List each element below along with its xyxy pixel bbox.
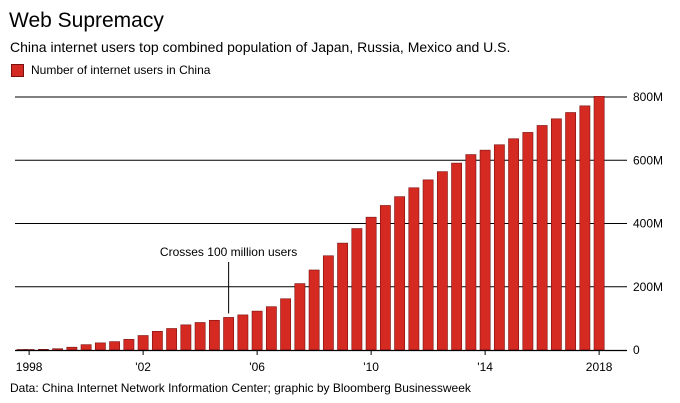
bar [337, 242, 349, 351]
y-tick-label: 0 [633, 343, 640, 357]
bar [322, 255, 334, 351]
bar [294, 283, 306, 351]
bar [451, 162, 463, 351]
chart-title: Web Supremacy [9, 9, 164, 32]
y-tick-label: 600M [633, 153, 663, 167]
bar [80, 344, 92, 351]
bar [351, 228, 363, 351]
bar [379, 205, 391, 351]
source-note: Data: China Internet Network Information… [10, 381, 471, 395]
bar [280, 298, 292, 351]
bar [579, 105, 591, 351]
bar [166, 328, 178, 351]
axes: 0 200M 400M 600M 800M 1998 '02 '06 '10 '14 2018 [15, 90, 663, 374]
x-tick-label: '02 [135, 360, 151, 374]
bar [365, 216, 377, 351]
bar [66, 346, 78, 351]
x-tick-label: '14 [477, 360, 493, 374]
bar [522, 132, 534, 351]
bar [123, 339, 135, 351]
bar [151, 331, 163, 351]
bar [394, 196, 406, 351]
y-tick-label: 800M [633, 90, 663, 104]
gridlines [15, 96, 627, 288]
bar [493, 144, 505, 351]
bar [479, 149, 491, 351]
bar [237, 314, 249, 351]
x-tick-label: '06 [249, 360, 265, 374]
x-tick-label: 1998 [16, 360, 43, 374]
chart-subtitle: China internet users top combined popula… [10, 39, 511, 55]
bar [208, 319, 220, 351]
y-tick-label: 200M [633, 280, 663, 294]
x-tick-label: 2018 [586, 360, 613, 374]
bar [52, 348, 64, 351]
legend: Number of internet users in China [11, 63, 210, 77]
bar [422, 179, 434, 351]
legend-label: Number of internet users in China [31, 63, 211, 77]
bar [109, 341, 121, 351]
bar [536, 125, 548, 351]
annotation-label: Crosses 100 million users [160, 245, 297, 259]
bar [194, 322, 206, 351]
legend-swatch [11, 63, 24, 77]
bar [465, 154, 477, 351]
bar [565, 112, 577, 351]
bar [550, 118, 562, 351]
bar [593, 96, 605, 351]
bars [16, 96, 605, 351]
bar [436, 171, 448, 351]
bar [265, 306, 277, 351]
bar [137, 335, 149, 351]
bar [94, 342, 106, 351]
y-tick-label: 400M [633, 217, 663, 231]
bar [223, 317, 235, 351]
bar [251, 310, 263, 351]
bar [180, 324, 192, 351]
annotations: Crosses 100 million users [160, 245, 297, 314]
bar [508, 138, 520, 351]
bar [408, 187, 420, 351]
x-tick-label: '10 [363, 360, 379, 374]
bar [308, 269, 320, 351]
